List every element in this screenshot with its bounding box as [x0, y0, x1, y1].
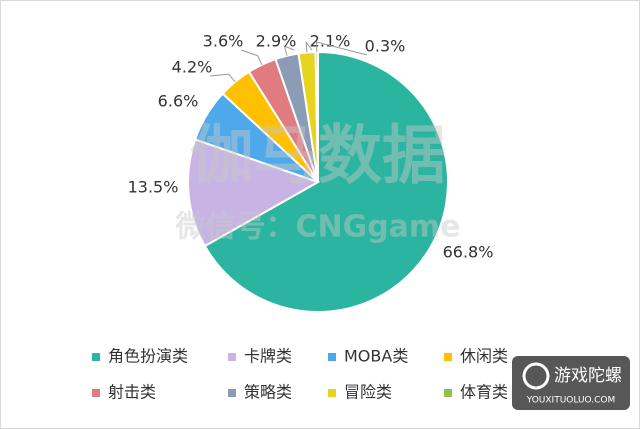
leader-line — [209, 73, 236, 83]
logo-icon — [522, 362, 550, 390]
legend-label: 体育类 — [460, 383, 508, 402]
legend-label: 休闲类 — [460, 347, 508, 366]
legend-swatch — [92, 353, 100, 361]
data-label: 13.5% — [128, 178, 179, 197]
leader-line — [316, 41, 368, 56]
pie-slice — [203, 50, 449, 313]
legend-swatch — [444, 389, 452, 397]
legend-swatch — [228, 389, 236, 397]
data-label: 3.6% — [203, 32, 244, 51]
leader-line — [283, 45, 295, 56]
logo-bg — [512, 356, 630, 410]
logo: 游戏陀螺 YOUXITUOLUO.COM — [512, 356, 630, 410]
legend-swatch — [228, 353, 236, 361]
legend-label: 策略类 — [244, 383, 292, 402]
data-label: 4.2% — [172, 58, 213, 77]
data-label: 2.1% — [310, 32, 351, 51]
logo-url: YOUXITUOLUO.COM — [526, 396, 616, 406]
data-label: 2.9% — [256, 32, 297, 51]
legend-label: MOBA类 — [344, 347, 408, 366]
pie-slice — [187, 138, 321, 248]
data-label: 66.8% — [443, 243, 494, 262]
watermark: 伽马数据 — [190, 120, 446, 194]
legend-swatch — [328, 389, 336, 397]
legend-swatch — [328, 353, 336, 361]
pie-slice — [314, 50, 319, 183]
legend-label: 卡牌类 — [244, 347, 292, 366]
legend-swatch — [92, 389, 100, 397]
legend-label: 冒险类 — [344, 383, 392, 402]
data-label: 0.3% — [365, 37, 406, 56]
logo-title: 游戏陀螺 — [554, 366, 622, 386]
legend-swatch — [444, 353, 452, 361]
leader-line — [240, 49, 263, 65]
pie: 66.8% 13.5% 6.6% 4.2% 3.6% 2.9% 2.1% 0.3% — [128, 32, 494, 313]
leader-line — [305, 40, 313, 53]
legend-label: 角色扮演类 — [108, 347, 188, 366]
watermark: 微信号：CNGgame — [174, 210, 460, 245]
data-label: 6.6% — [158, 92, 199, 111]
legend-label: 射击类 — [108, 383, 156, 402]
